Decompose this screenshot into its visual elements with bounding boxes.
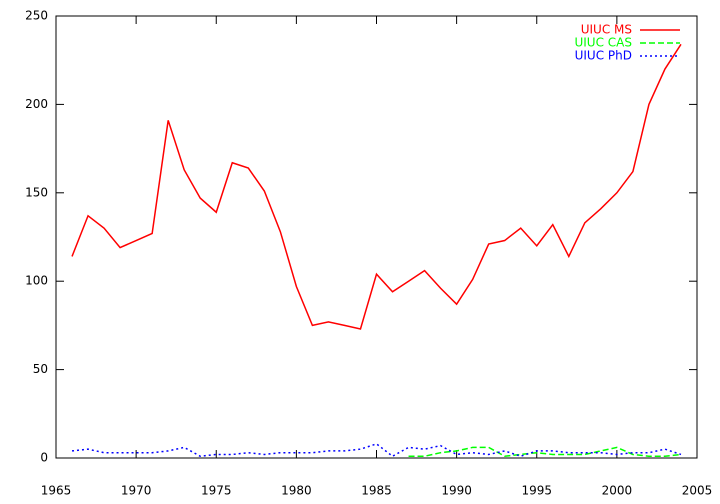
y-tick-label: 250 — [25, 9, 48, 23]
x-tick-label: 1965 — [41, 484, 72, 498]
y-tick-label: 50 — [33, 362, 48, 376]
x-tick-label: 1975 — [201, 484, 232, 498]
x-tick-label: 1970 — [121, 484, 152, 498]
y-tick-label: 150 — [25, 185, 48, 199]
series-line — [71, 43, 682, 330]
series-line — [408, 446, 682, 458]
x-tick-label: 1985 — [361, 484, 392, 498]
y-tick-label: 0 — [40, 451, 48, 465]
plot-frame — [55, 15, 698, 459]
x-tick-label: 1995 — [521, 484, 552, 498]
y-tick-label: 200 — [25, 97, 48, 111]
x-tick-label: 2000 — [602, 484, 633, 498]
x-tick-label: 2005 — [682, 484, 713, 498]
x-tick-label: 1990 — [441, 484, 472, 498]
y-tick-label: 100 — [25, 274, 48, 288]
x-tick-label: 1980 — [281, 484, 312, 498]
legend-label: UIUC CAS — [574, 36, 632, 50]
legend-label: UIUC PhD — [575, 49, 632, 63]
legend-label: UIUC MS — [581, 23, 632, 37]
